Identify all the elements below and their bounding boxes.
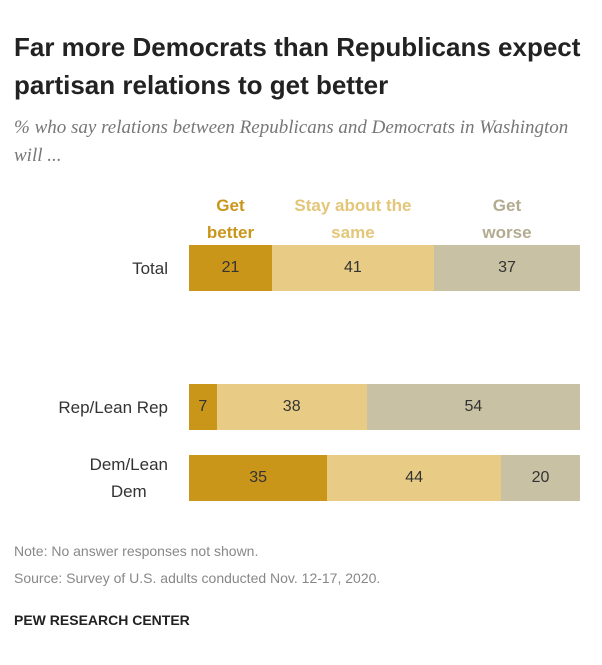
bar-segment xyxy=(189,245,272,291)
chart-title: Far more Democrats than Republicans expe… xyxy=(14,32,581,100)
legend-label: Stay about the same xyxy=(294,196,412,242)
bar-segment xyxy=(189,384,217,430)
footer: PEW RESEARCH CENTER xyxy=(14,612,190,628)
value-label: 41 xyxy=(344,259,362,276)
bar-segment xyxy=(501,455,581,501)
value-label: 21 xyxy=(221,259,240,276)
category-label: Total xyxy=(132,258,168,278)
source: Source: Survey of U.S. adults conducted … xyxy=(14,570,381,586)
bar-segment xyxy=(216,384,367,430)
category-label: Dem/Lean Dem xyxy=(89,455,168,501)
legend-label: Get better xyxy=(206,196,255,242)
value-label: 54 xyxy=(464,398,483,415)
category-label: Rep/Lean Rep xyxy=(58,397,168,417)
value-label: 37 xyxy=(498,259,516,276)
bar-segment xyxy=(327,455,502,501)
value-label: 35 xyxy=(249,469,268,486)
legend-label: Get worse xyxy=(482,196,532,242)
chart-subtitle: % who say relations between Republicans … xyxy=(14,117,569,166)
value-label: 20 xyxy=(531,469,550,486)
note: Note: No answer responses not shown. xyxy=(14,543,259,559)
value-label: 44 xyxy=(405,469,424,486)
bar-segment xyxy=(433,245,581,291)
value-label: 7 xyxy=(198,398,208,415)
bar-segment xyxy=(366,384,581,430)
bar-segment xyxy=(189,455,328,501)
bar-segment xyxy=(271,245,434,291)
value-label: 38 xyxy=(282,398,301,415)
